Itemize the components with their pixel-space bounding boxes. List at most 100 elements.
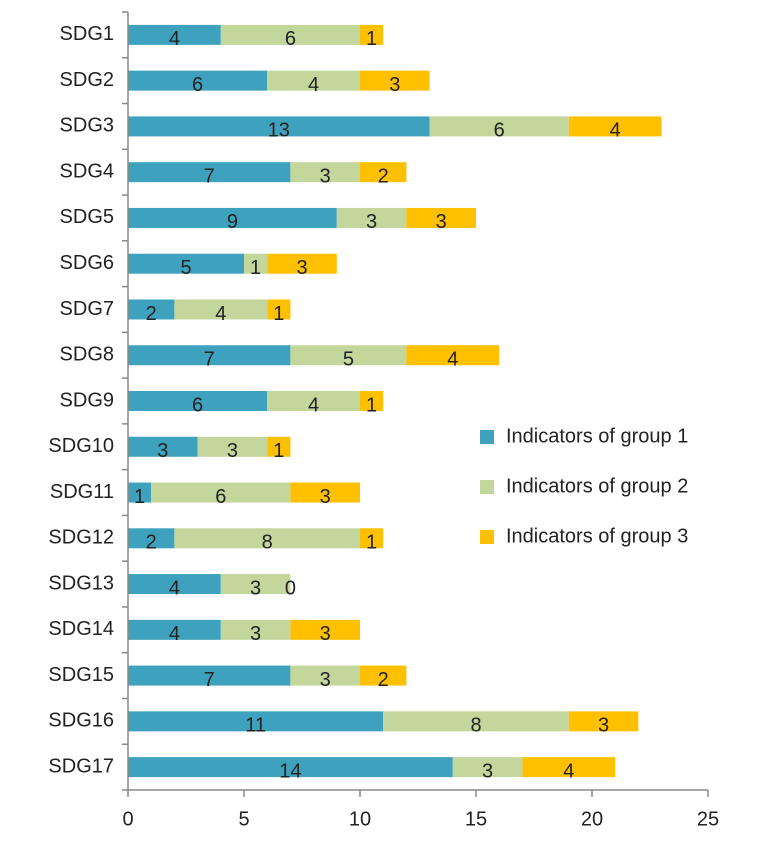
bar-segment xyxy=(267,436,291,457)
bar-segment xyxy=(429,116,569,137)
bar-segment xyxy=(128,528,175,549)
data-label: 6 xyxy=(192,74,203,96)
data-label: 5 xyxy=(180,257,191,279)
bar-segment xyxy=(290,345,407,366)
bar-segment xyxy=(128,665,291,686)
bar-segment xyxy=(244,253,268,274)
bar-segment xyxy=(267,299,291,320)
bar-segment xyxy=(360,528,384,549)
bar-segment xyxy=(128,711,384,732)
y-tick-label: SDG16 xyxy=(48,710,114,732)
data-label: 2 xyxy=(146,532,157,554)
data-label: 4 xyxy=(447,349,458,371)
bar-segment xyxy=(128,162,291,183)
legend-label: Indicators of group 3 xyxy=(506,525,688,547)
x-tick-label: 10 xyxy=(349,808,371,830)
y-tick-label: SDG10 xyxy=(48,435,114,457)
bar-segment xyxy=(360,162,407,183)
y-tick-label: SDG17 xyxy=(48,755,114,777)
bar-segment xyxy=(267,391,360,411)
data-label: 6 xyxy=(285,28,296,50)
data-label: 4 xyxy=(169,623,180,645)
bar-segment xyxy=(220,619,291,640)
bar-segment xyxy=(360,665,407,686)
bar-segment xyxy=(406,207,476,228)
bar-segment xyxy=(406,345,500,366)
data-label: 3 xyxy=(157,440,168,462)
bar-segment xyxy=(128,619,221,640)
x-tick-label: 15 xyxy=(465,808,487,830)
y-tick-label: SDG13 xyxy=(48,572,114,594)
bar-segment xyxy=(128,24,221,45)
data-label: 6 xyxy=(192,394,203,416)
bar-segment xyxy=(360,24,384,45)
bar-segment xyxy=(360,70,430,91)
data-label: 1 xyxy=(273,303,284,325)
y-tick-label: SDG1 xyxy=(60,23,114,45)
data-label: 0 xyxy=(285,577,296,599)
data-label: 3 xyxy=(482,760,493,782)
data-label: 11 xyxy=(245,715,266,737)
data-label: 6 xyxy=(215,486,226,508)
data-label: 6 xyxy=(494,120,505,142)
data-label: 3 xyxy=(389,74,400,96)
bar-segment xyxy=(151,482,291,503)
data-label: 1 xyxy=(366,394,377,416)
legend-label: Indicators of group 2 xyxy=(506,475,688,497)
x-tick-label: 20 xyxy=(581,808,603,830)
data-label: 4 xyxy=(169,28,180,50)
data-label: 1 xyxy=(366,532,377,554)
legend-swatch xyxy=(480,530,494,544)
data-label: 3 xyxy=(598,715,609,737)
bar-segment xyxy=(290,162,360,183)
data-label: 7 xyxy=(204,349,215,371)
data-label: 1 xyxy=(134,486,145,508)
bar-segment xyxy=(452,757,523,778)
bar-segment xyxy=(128,70,268,91)
bar-segment xyxy=(128,207,337,228)
data-label: 14 xyxy=(279,760,301,782)
bar-segment xyxy=(128,757,453,778)
bar-segment xyxy=(522,757,616,778)
bar-segment xyxy=(128,345,291,366)
y-tick-label: SDG3 xyxy=(60,115,114,137)
bar-segment xyxy=(267,253,337,274)
data-label: 4 xyxy=(169,577,180,599)
bar-segment xyxy=(174,528,360,549)
data-label: 3 xyxy=(320,486,331,508)
bar-segment xyxy=(267,70,360,91)
data-label: 9 xyxy=(227,211,238,233)
data-label: 13 xyxy=(268,120,290,142)
y-tick-label: SDG5 xyxy=(60,206,114,228)
y-tick-label: SDG2 xyxy=(60,69,114,91)
y-tick-label: SDG11 xyxy=(50,481,114,503)
data-label: 2 xyxy=(146,303,157,325)
y-tick-label: SDG8 xyxy=(60,344,114,366)
data-label: 3 xyxy=(320,669,331,691)
data-label: 3 xyxy=(320,623,331,645)
data-label: 3 xyxy=(250,623,261,645)
y-tick-label: SDG15 xyxy=(48,664,114,686)
bar-segment xyxy=(128,253,244,274)
data-label: 3 xyxy=(227,440,238,462)
data-label: 3 xyxy=(320,165,331,187)
data-label: 2 xyxy=(378,165,389,187)
data-label: 4 xyxy=(215,303,226,325)
bar-segment xyxy=(290,619,360,640)
data-label: 3 xyxy=(436,211,447,233)
bar-segment xyxy=(336,207,407,228)
data-label: 7 xyxy=(204,669,215,691)
bar-segment xyxy=(360,391,384,411)
bar-segment xyxy=(128,482,152,503)
data-label: 7 xyxy=(204,165,215,187)
bar-segment xyxy=(383,711,569,732)
y-tick-label: SDG7 xyxy=(60,298,114,320)
x-tick-label: 25 xyxy=(697,808,719,830)
bar-segment xyxy=(290,665,360,686)
bar-segment xyxy=(220,24,360,45)
data-label: 2 xyxy=(378,669,389,691)
data-label: 4 xyxy=(308,394,319,416)
bar-segment xyxy=(174,299,268,320)
bar-segment xyxy=(128,391,268,411)
